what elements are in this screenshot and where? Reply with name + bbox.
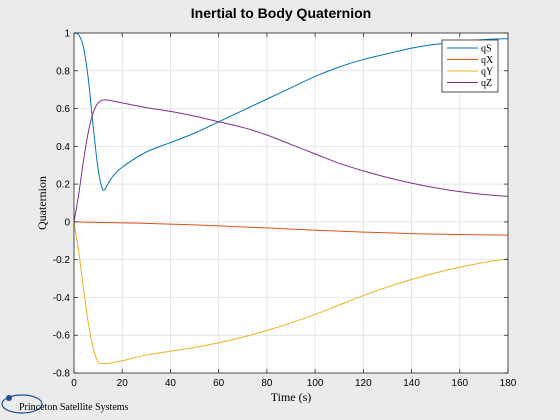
x-tick-label: 140: [403, 378, 420, 389]
series-line-qZ: [73, 99, 509, 222]
series-line-qS: [73, 32, 509, 191]
y-tick-label: -0.4: [53, 293, 71, 304]
series-lines: [73, 32, 509, 365]
x-tick-label: 40: [165, 378, 177, 389]
y-tick-label: 0.6: [56, 104, 70, 115]
logo-orbit-icon: [1, 394, 43, 414]
legend-label-qY: qY: [481, 67, 493, 78]
x-tick-label: 120: [355, 378, 372, 389]
brand-logo: Princeton Satellite Systems: [1, 394, 129, 414]
y-tick-label: 0: [64, 217, 70, 228]
legend-label-qS: qS: [481, 44, 492, 55]
legend-box: [441, 39, 499, 93]
logo-satellite-icon: [6, 395, 12, 401]
x-tick-label: 160: [451, 378, 468, 389]
y-tick-label: 0.8: [56, 66, 70, 77]
x-tick-label: 60: [213, 378, 225, 389]
brand-name: Princeton Satellite Systems: [19, 402, 129, 413]
y-tick-label: 0.4: [56, 142, 70, 153]
plot-frame: [73, 32, 509, 374]
legend-label-qZ: qZ: [481, 78, 492, 89]
x-axis-label: Time (s): [271, 390, 312, 404]
legend-label-qX: qX: [481, 55, 494, 66]
x-tick-label: 20: [117, 378, 129, 389]
series-line-qX: [73, 221, 509, 236]
series-line-qY: [73, 221, 509, 365]
x-tick-label: 180: [500, 378, 517, 389]
y-tick-label: -0.8: [53, 369, 71, 380]
y-tick-label: 1: [64, 29, 70, 40]
y-tick-label: -0.6: [53, 331, 71, 342]
y-axis-label: Quaternion: [35, 176, 49, 230]
x-tick-label: 100: [307, 378, 324, 389]
chart-title: Inertial to Body Quaternion: [191, 5, 371, 21]
y-tick-label: -0.2: [53, 255, 71, 266]
axis-ticks: 0 20 40 60 80 100 120 140 160 180 -0.8 -0.6 -0.4 -0.2…: [53, 29, 517, 390]
x-tick-label: 80: [261, 378, 273, 389]
x-tick-label: 0: [71, 378, 77, 389]
plot-area: [74, 33, 508, 373]
y-tick-label: 0.2: [56, 180, 70, 191]
